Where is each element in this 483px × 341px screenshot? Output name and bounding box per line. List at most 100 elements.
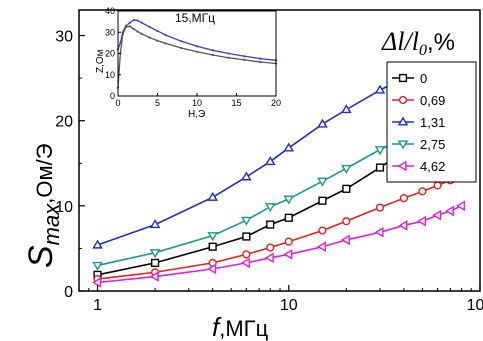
data-point [207,263,217,275]
legend-marker [397,160,407,172]
data-point [241,171,252,181]
legend-marker [397,140,409,150]
data-point [317,118,328,128]
data-point [375,163,385,172]
inset-data-point [243,55,246,58]
inset-data-point [259,57,262,60]
legend-label: 2,75 [420,137,445,152]
data-point [375,203,385,212]
inset-y-tick-label: 10 [105,70,115,80]
data-point [342,217,351,226]
inset-data-point [227,52,230,55]
inset-data-point [124,25,127,29]
data-point [341,104,352,114]
inset-data-point [227,56,230,59]
x-tick-label: 10 [280,297,298,314]
inset-data-point [164,42,167,45]
inset-x-axis-title: H,Э [188,109,205,120]
data-point [207,191,218,201]
data-point [208,242,217,251]
data-point [433,181,442,190]
legend-marker [397,116,409,126]
inset-data-point [156,39,159,42]
y-tick-label: 20 [55,114,73,131]
legend-label: 0 [420,71,427,86]
inset-data-point [243,58,246,61]
inset-data-point [211,53,214,57]
inset-background [118,11,276,96]
legend-title: Δl/l0,% [381,27,455,59]
legend-marker [398,73,408,83]
inset-series-line [117,25,277,88]
inset-data-point [121,33,124,36]
data-point [266,220,275,229]
data-point [242,232,251,241]
data-point [318,196,327,205]
data-point [150,258,160,268]
data-point [283,195,295,205]
inset-data-point [180,46,183,50]
data-point [444,205,454,217]
data-point [317,177,328,187]
main-x-axis-title: f,МГц [212,312,269,341]
data-point [266,243,275,252]
inset-data-point [136,19,139,22]
inset-data-point [128,21,131,24]
inset-data-point [119,41,122,44]
data-point [240,257,250,269]
inset-data-point [211,49,214,52]
data-point [432,209,442,221]
inset-data-point [140,32,143,36]
inset-data-point [195,45,199,48]
legend-label: 4,62 [420,159,445,174]
data-point [416,215,426,227]
inset-x-tick-label: 15 [231,98,241,108]
inset-x-tick-label: 20 [271,98,281,108]
data-point [318,226,327,235]
data-point [92,277,102,288]
legend-label: 1,31 [420,115,445,130]
inset-data-point [132,27,135,31]
y-tick-label: 10 [55,199,73,216]
data-point [284,237,293,246]
data-point [149,219,161,229]
main-plot-frame [78,9,481,292]
inset-data-point [180,40,183,43]
data-point [342,184,351,193]
inset-y-axis-title: Z,Ом [95,49,106,73]
inset-x-tick-label: 10 [192,98,202,108]
data-point [340,234,350,246]
data-point [374,146,386,156]
inset-data-point [195,50,199,53]
data-point [399,194,409,203]
inset-y-tick-label: 0 [110,91,115,101]
inset-data-point [164,33,167,37]
data-point [398,220,408,231]
inset-data-point [136,30,139,33]
data-point [149,249,161,259]
inset-data-point [156,29,159,33]
data-point [92,261,103,271]
data-point [241,216,252,226]
inset-data-point [140,21,143,24]
data-point [374,84,386,94]
inset-y-tick-label: 40 [105,6,115,16]
main-y-axis-title: Smax,Ом/Э [22,143,64,268]
x-tick-label: 1 [93,297,102,314]
inset-x-tick-label: 0 [115,98,120,108]
legend-label: 0,69 [420,93,445,108]
data-point [316,241,326,253]
data-point [92,239,103,249]
inset-y-tick-label: 20 [105,49,115,59]
inset-data-point [148,25,151,29]
inset-y-tick-label: 30 [105,27,115,37]
data-point [341,164,352,174]
inset-x-tick-label: 5 [155,98,160,108]
inset-data-point [259,60,262,64]
data-point [264,203,276,213]
y-tick-label: 0 [64,284,73,301]
inset-annotation: 15,МГц [175,11,215,25]
data-point [284,213,293,222]
data-point [283,142,295,152]
data-point [264,252,274,264]
